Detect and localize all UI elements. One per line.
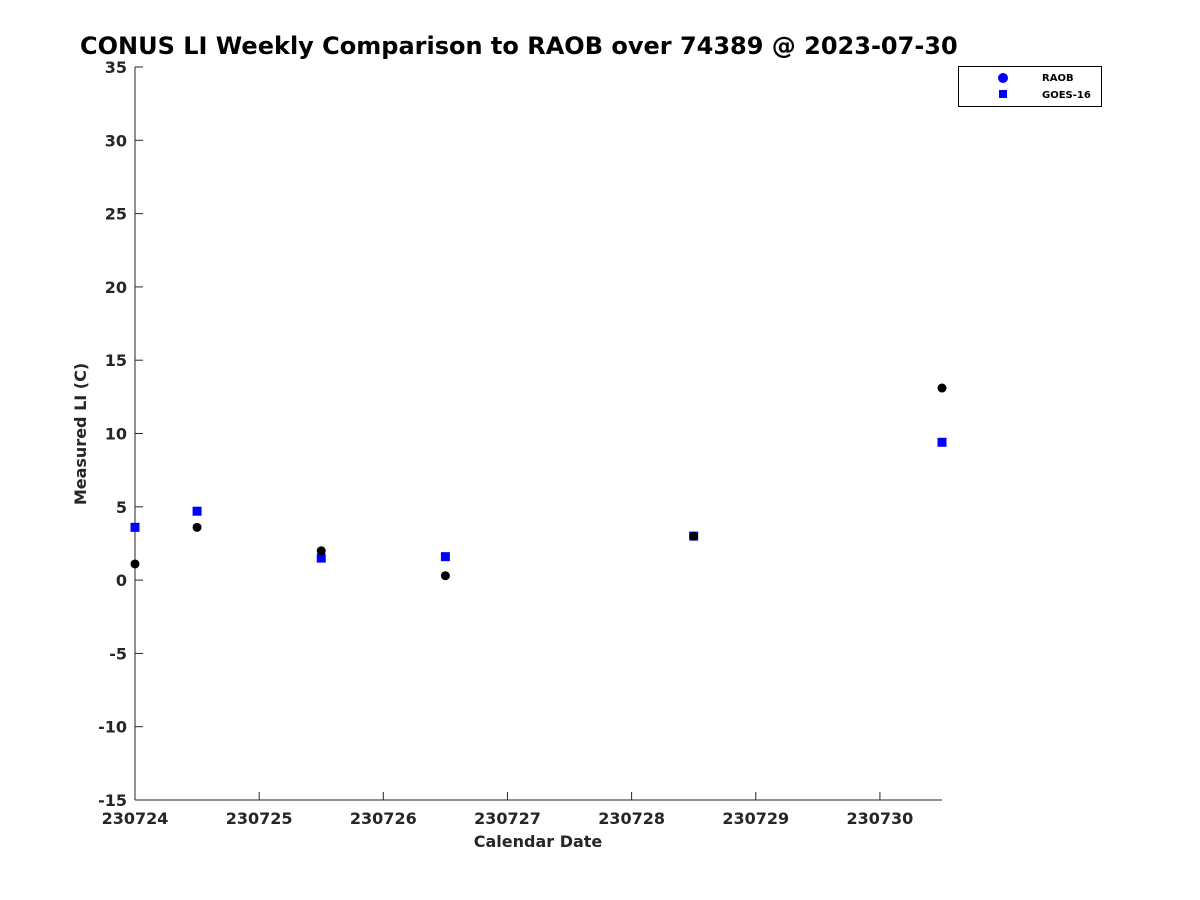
x-tick-label: 230729 xyxy=(722,809,789,828)
goes16-point xyxy=(440,552,450,562)
legend-goes16-marker xyxy=(999,90,1007,98)
x-tick-label: 230724 xyxy=(102,809,169,828)
x-tick-label: 230727 xyxy=(474,809,541,828)
raob-point xyxy=(937,383,947,393)
goes16-point xyxy=(937,437,947,447)
raob-point xyxy=(689,531,699,541)
x-tick-label: 230728 xyxy=(598,809,665,828)
legend-raob-marker xyxy=(998,73,1008,83)
raob-point xyxy=(192,522,202,532)
y-tick-label: -10 xyxy=(98,718,127,737)
raob-point xyxy=(440,571,450,581)
y-tick-label: 10 xyxy=(105,425,127,444)
y-tick-label: 25 xyxy=(105,205,127,224)
y-tick-label: 15 xyxy=(105,351,127,370)
goes16-point xyxy=(130,522,140,532)
raob-point xyxy=(130,559,140,569)
goes16-point xyxy=(316,553,326,563)
y-tick-label: 35 xyxy=(105,58,127,77)
legend-raob-label: RAOB xyxy=(1042,73,1074,84)
legend-box xyxy=(958,66,1102,107)
x-tick-label: 230730 xyxy=(847,809,914,828)
y-tick-label: 30 xyxy=(105,131,127,150)
x-axis-label: Calendar Date xyxy=(474,832,603,851)
axes: -15 -10 -5 0 5 10 15 20 25 30 35 230724 230725 230726… xyxy=(98,58,942,828)
raob-point xyxy=(316,546,326,556)
y-tick-label: 20 xyxy=(105,278,127,297)
y-tick-label: 0 xyxy=(116,571,127,590)
y-axis-label: Measured LI (C) xyxy=(71,363,90,505)
data-points xyxy=(130,383,947,581)
y-tick-label: -5 xyxy=(109,644,127,663)
x-tick-label: 230726 xyxy=(350,809,417,828)
y-tick-label: 5 xyxy=(116,498,127,517)
legend-goes16-label: GOES-16 xyxy=(1042,90,1091,101)
x-tick-label: 230725 xyxy=(226,809,293,828)
legend: RAOB GOES-16 xyxy=(958,66,1102,107)
y-tick-label: -15 xyxy=(98,791,127,810)
goes16-point xyxy=(192,506,202,516)
chart-title: CONUS LI Weekly Comparison to RAOB over … xyxy=(80,32,958,60)
